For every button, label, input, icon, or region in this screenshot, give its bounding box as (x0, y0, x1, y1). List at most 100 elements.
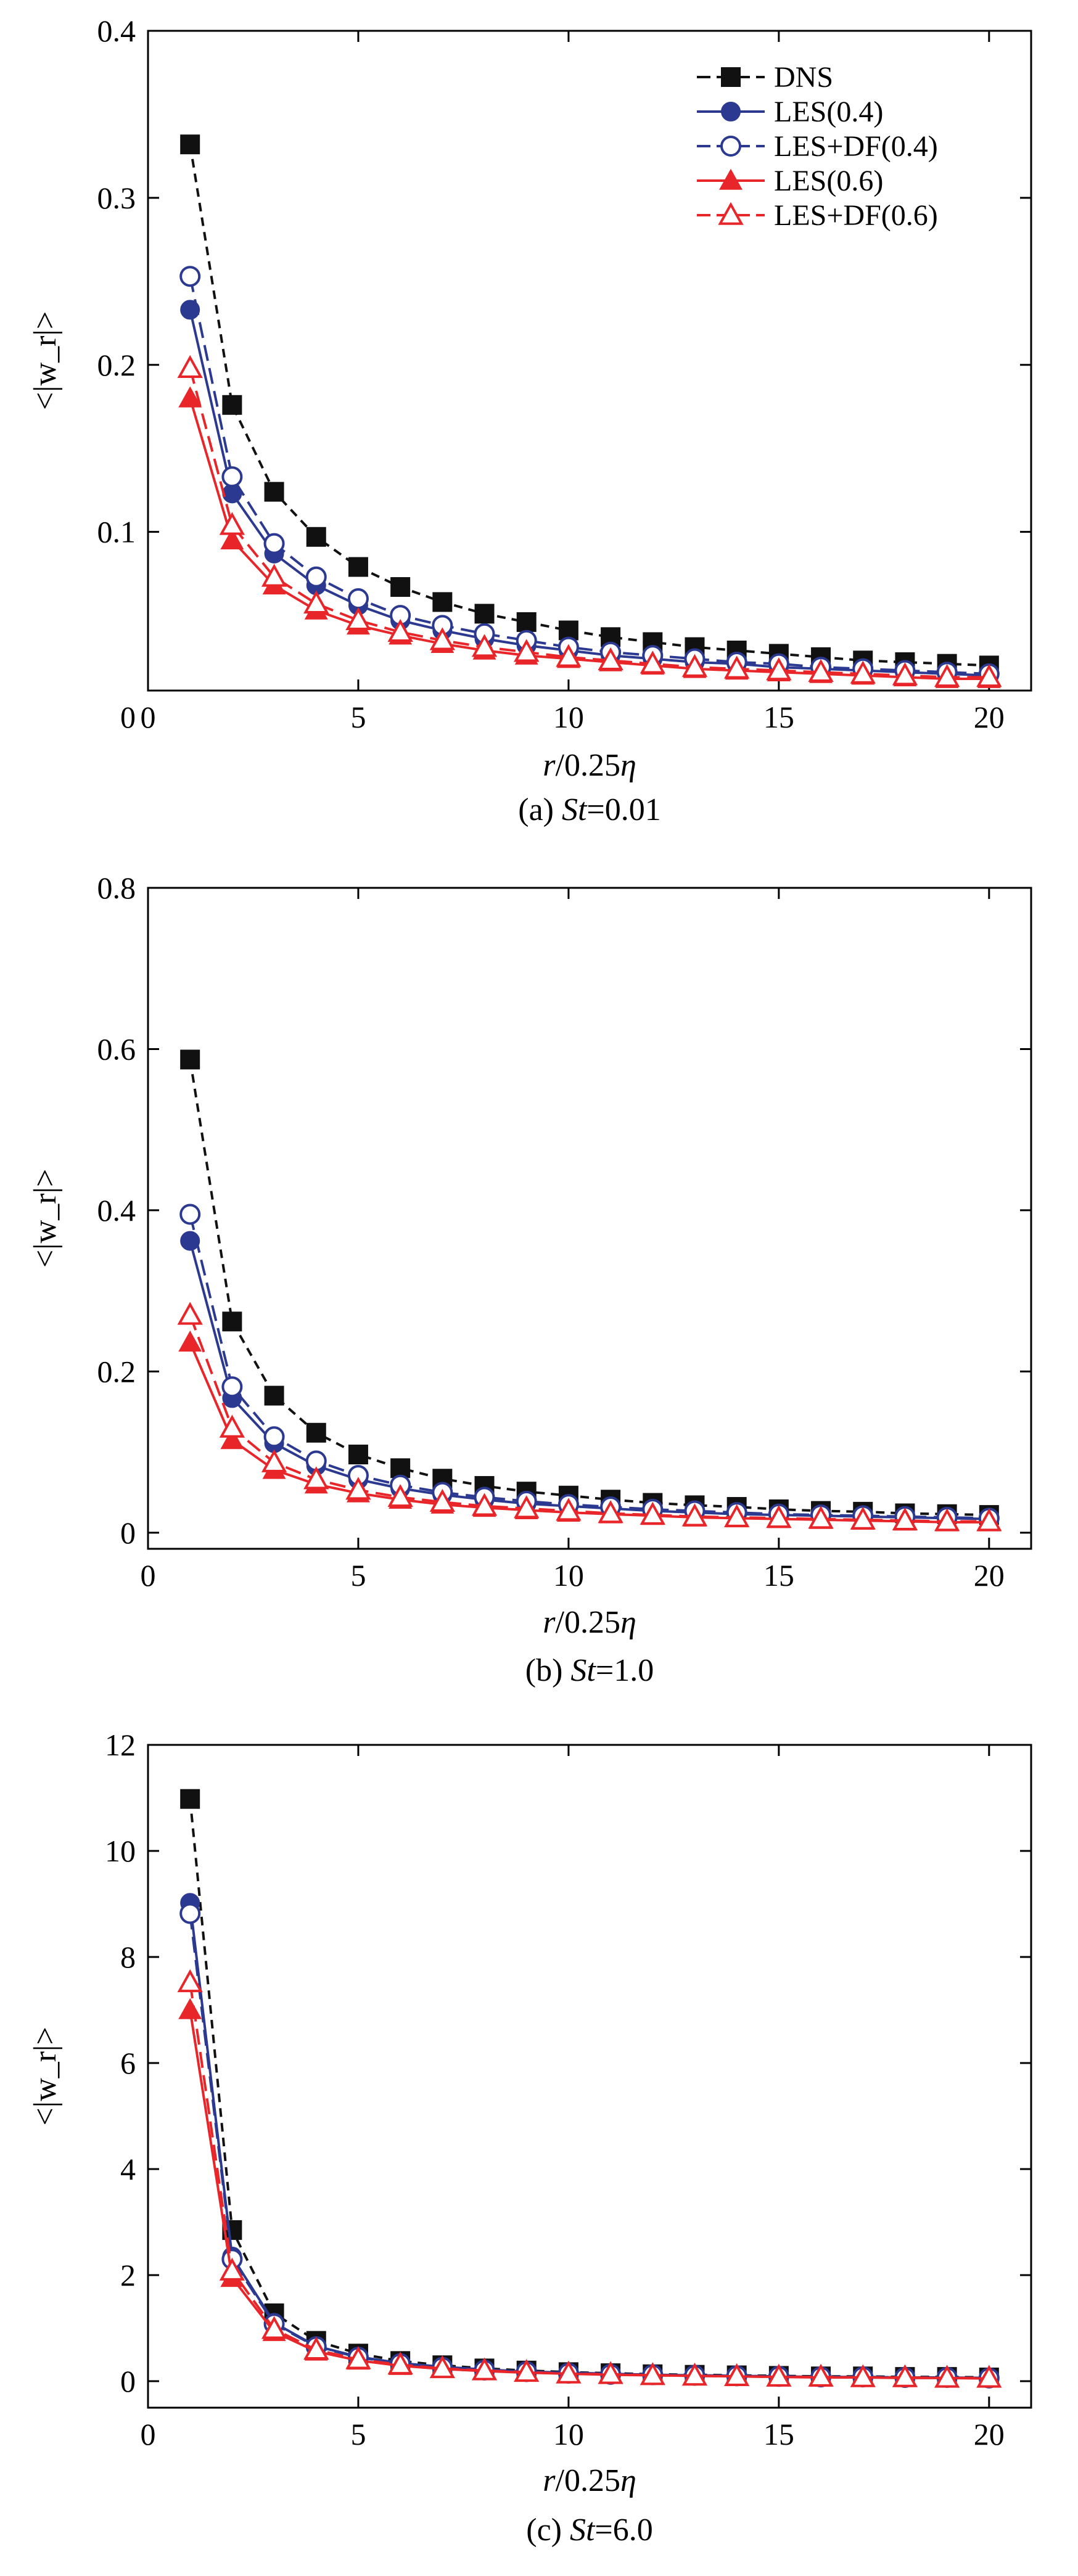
x-tick-label: 0 (141, 700, 156, 734)
x-axis-label: r/0.25η (543, 1605, 636, 1640)
data-point (179, 266, 201, 287)
x-tick-label: 5 (350, 2417, 366, 2451)
x-axis-label: r/0.25η (543, 2463, 636, 2498)
data-point (179, 1903, 201, 1924)
data-point (345, 2346, 371, 2369)
caption-prefix: (b) (525, 1653, 571, 1688)
data-point (556, 644, 582, 667)
series-LES+DF(0.4) (179, 266, 1000, 684)
series-LES+DF(0.6) (177, 1302, 1002, 1532)
y-tick-label: 0 (120, 2364, 136, 2398)
panel-b: 0 5 10 15 20 0 0.2 0.4 0.6 0.8 r/0.25η <|w_r|> (b) S… (28, 871, 1032, 1688)
series-line (189, 1799, 989, 2379)
data-point (429, 627, 455, 650)
data-point (724, 2363, 750, 2387)
legend-label: LES(0.6) (774, 165, 883, 197)
x-tick-label: 15 (763, 2417, 794, 2451)
legend-marker (720, 136, 741, 157)
x-axis-label-r: r (543, 2463, 556, 2498)
series-line (189, 1903, 989, 2379)
caption-value: =6.0 (595, 2512, 652, 2548)
data-point (303, 2336, 329, 2360)
data-point (850, 2364, 876, 2387)
series-LES(0.6) (178, 1998, 1001, 2388)
data-point (724, 1504, 750, 1527)
series-LES(0.6) (178, 1331, 1001, 1532)
x-tick-label-origin: 0 (120, 700, 136, 734)
data-point (471, 2357, 498, 2381)
y-axis-label: <|w_r|> (28, 311, 63, 410)
data-point (558, 620, 578, 641)
data-point (264, 1385, 284, 1406)
x-tick-label: 20 (974, 2417, 1005, 2451)
data-point (345, 607, 371, 631)
x-tick-label: 10 (553, 2417, 584, 2451)
caption-value: =0.01 (586, 792, 660, 827)
data-point (681, 1503, 708, 1527)
y-tick-label: 0.8 (97, 871, 136, 905)
y-tick-label: 0.4 (97, 1193, 136, 1228)
data-point (345, 1477, 371, 1500)
y-tick-label: 0.2 (97, 348, 136, 382)
data-point (640, 2362, 665, 2385)
data-point (514, 1495, 540, 1519)
y-tick-label: 2 (120, 2258, 136, 2292)
series-LES(0.4) (180, 300, 999, 686)
y-tick-label: 8 (120, 1940, 136, 1974)
data-point (305, 566, 327, 588)
data-point (180, 1049, 200, 1070)
series-LES+DF(0.6) (177, 1969, 1002, 2388)
data-point (180, 1231, 200, 1251)
legend-marker (721, 67, 741, 87)
y-tick-label: 4 (120, 2152, 136, 2186)
data-point (219, 1414, 245, 1438)
data-point (178, 1331, 202, 1352)
legend-marker (721, 102, 741, 121)
x-tick-label: 20 (974, 700, 1005, 734)
data-point (766, 657, 792, 681)
x-axis-label-eta: η (620, 748, 636, 783)
legend-marker (719, 168, 743, 190)
data-point (303, 1466, 329, 1490)
legend-label: LES+DF(0.6) (774, 199, 938, 232)
data-point (387, 1483, 413, 1507)
series-LES(0.4) (180, 1231, 999, 1529)
y-axis-label: <|w_r|> (28, 1169, 63, 1268)
series-line (189, 276, 989, 675)
data-point (221, 1376, 243, 1398)
data-point (471, 634, 498, 657)
data-point (180, 134, 200, 155)
data-point (264, 482, 284, 502)
data-point (177, 355, 203, 378)
legend-marker (718, 202, 744, 225)
legend-label: LES(0.4) (774, 96, 883, 128)
data-point (934, 2365, 960, 2388)
y-tick-label: 0 (120, 1516, 136, 1550)
plot-frame (147, 887, 1032, 1550)
x-tick-label: 10 (553, 1558, 584, 1593)
x-tick-label: 10 (553, 700, 584, 734)
data-point (348, 1445, 368, 1465)
legend-label: LES+DF(0.4) (774, 130, 938, 163)
data-point (850, 1506, 876, 1530)
panel-caption: (c) St=6.0 (526, 2512, 653, 2548)
series-line (189, 1059, 989, 1517)
data-point (976, 663, 1002, 687)
data-point (220, 528, 244, 550)
caption-st: St (570, 1653, 596, 1688)
x-tick-label: 20 (974, 1558, 1005, 1593)
data-point (640, 1501, 665, 1525)
data-point (261, 2316, 287, 2339)
x-tick-label: 0 (141, 2417, 156, 2451)
data-point (808, 658, 834, 683)
data-point (179, 1204, 201, 1225)
data-point (766, 2363, 792, 2387)
panel-c: 0 5 10 15 20 0 2 4 6 8 10 12 r/0.25η <|w_r|> (c) St=6.… (28, 1728, 1032, 2548)
y-tick-label: 0.1 (97, 515, 136, 549)
x-tick-label: 5 (350, 1558, 366, 1593)
x-axis-label-eta: η (620, 1605, 636, 1640)
data-point (306, 1422, 326, 1443)
data-point (348, 557, 368, 577)
x-tick-label: 5 (350, 700, 366, 734)
data-point (892, 662, 918, 686)
